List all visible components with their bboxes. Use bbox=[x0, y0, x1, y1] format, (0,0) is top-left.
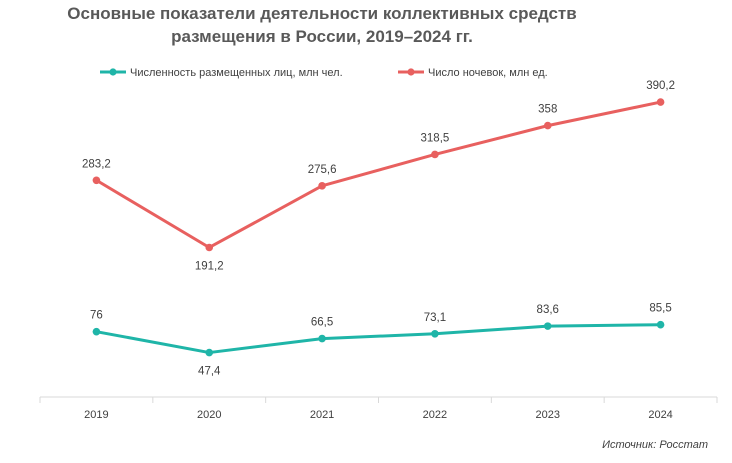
series-layer: 76 47,4 66,5 73,1 83,6 85,5 283,2 191,2 275,6 318… bbox=[82, 80, 675, 377]
x-tick-label: 2022 bbox=[423, 409, 447, 421]
chart-title-line-2: размещения в России, 2019–2024 гг. bbox=[171, 27, 473, 46]
data-label: 83,6 bbox=[537, 304, 559, 316]
x-tick-label: 2023 bbox=[536, 409, 560, 421]
x-tick-label: 2020 bbox=[197, 409, 221, 421]
data-point bbox=[318, 334, 326, 343]
legend-label: Число ночевок, млн ед. bbox=[428, 67, 548, 79]
data-label: 390,2 bbox=[646, 80, 675, 92]
data-label: 283,2 bbox=[82, 158, 111, 170]
data-point bbox=[205, 348, 214, 357]
data-label: 66,5 bbox=[311, 317, 333, 329]
data-point bbox=[656, 320, 665, 329]
series-line bbox=[95, 100, 661, 249]
data-point bbox=[205, 243, 214, 252]
data-label: 318,5 bbox=[421, 132, 450, 144]
data-label: 85,5 bbox=[649, 303, 671, 315]
x-tick-label: 2024 bbox=[648, 409, 672, 421]
data-label: 358 bbox=[538, 104, 557, 116]
legend-item: Число ночевок, млн ед. bbox=[398, 67, 548, 79]
legend-marker bbox=[407, 68, 415, 76]
data-point bbox=[543, 322, 552, 330]
legend-label: Численность размещенных лиц, млн чел. bbox=[130, 67, 343, 79]
legend-marker bbox=[109, 68, 117, 76]
data-label: 191,2 bbox=[195, 260, 224, 272]
x-axis-labels: 2019 2020 2021 2022 2023 2024 bbox=[84, 409, 673, 421]
chart-title-line-1: Основные показатели деятельности коллект… bbox=[67, 4, 576, 23]
x-tick-label: 2021 bbox=[310, 409, 334, 421]
data-point bbox=[431, 150, 439, 159]
data-point bbox=[543, 121, 552, 130]
data-point bbox=[92, 327, 101, 336]
source-note: Источник: Росстат bbox=[602, 439, 708, 451]
data-point bbox=[656, 98, 665, 106]
data-label: 275,6 bbox=[308, 164, 337, 176]
data-point bbox=[318, 182, 326, 190]
data-label: 73,1 bbox=[424, 312, 446, 324]
legend: Численность размещенных лиц, млн чел. Чис… bbox=[100, 67, 548, 79]
series-line bbox=[96, 323, 661, 355]
data-label: 76 bbox=[90, 310, 103, 322]
series-1: 76 47,4 66,5 73,1 83,6 85,5 bbox=[90, 303, 672, 378]
legend-item: Численность размещенных лиц, млн чел. bbox=[100, 67, 343, 79]
x-tick-label: 2019 bbox=[84, 409, 108, 421]
x-axis-ticks bbox=[39, 397, 718, 403]
data-point bbox=[92, 176, 101, 185]
data-point bbox=[431, 329, 439, 338]
data-label: 47,4 bbox=[198, 366, 221, 378]
series-2: 283,2 191,2 275,6 318,5 358 390,2 bbox=[82, 80, 675, 272]
chart-title: Основные показатели деятельности коллект… bbox=[67, 4, 576, 46]
